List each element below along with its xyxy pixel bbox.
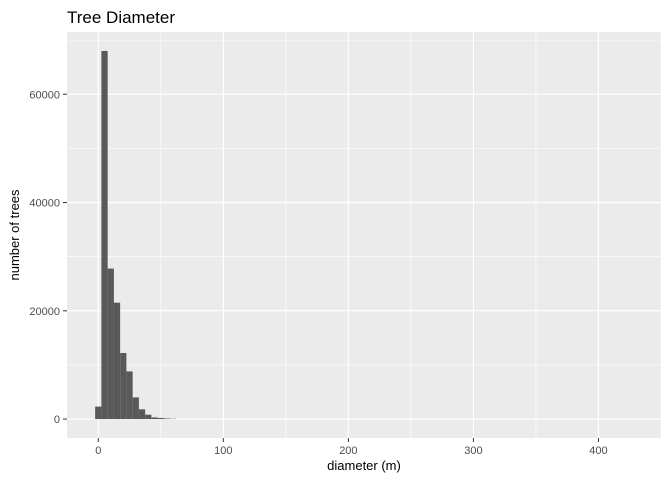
plot-panel bbox=[67, 32, 661, 438]
minor-gridlines bbox=[67, 32, 662, 438]
x-axis-title: diameter (m) bbox=[327, 458, 401, 473]
x-tick-label: 200 bbox=[339, 445, 357, 457]
histogram-bar bbox=[145, 414, 152, 420]
histogram-bar bbox=[101, 50, 108, 420]
x-tick-label: 0 bbox=[95, 445, 101, 457]
histogram-bar bbox=[113, 302, 121, 420]
y-tick-label: 0 bbox=[54, 414, 60, 426]
x-tick-label: 100 bbox=[214, 445, 232, 457]
histogram-bar bbox=[163, 418, 171, 420]
y-tick-label: 60000 bbox=[29, 89, 60, 101]
histogram-bar bbox=[151, 417, 158, 420]
histogram-bar bbox=[126, 371, 133, 420]
histogram-bars bbox=[95, 50, 177, 420]
histogram-bar bbox=[138, 409, 146, 420]
histogram-bar bbox=[157, 417, 164, 420]
chart-title: Tree Diameter bbox=[67, 8, 175, 27]
y-tick-label: 40000 bbox=[29, 198, 60, 210]
y-axis-ticks: 0 20000 40000 60000 bbox=[29, 89, 67, 426]
x-tick-label: 400 bbox=[589, 445, 607, 457]
histogram-bar bbox=[107, 268, 114, 420]
histogram-bar bbox=[95, 406, 102, 420]
histogram-bar bbox=[132, 397, 139, 420]
y-axis-title: number of trees bbox=[7, 189, 22, 281]
x-axis-ticks: 0 100 200 300 400 bbox=[95, 438, 608, 457]
y-tick-label: 20000 bbox=[29, 306, 60, 318]
x-tick-label: 300 bbox=[464, 445, 482, 457]
major-gridlines bbox=[67, 32, 661, 438]
histogram-bar bbox=[120, 353, 127, 420]
